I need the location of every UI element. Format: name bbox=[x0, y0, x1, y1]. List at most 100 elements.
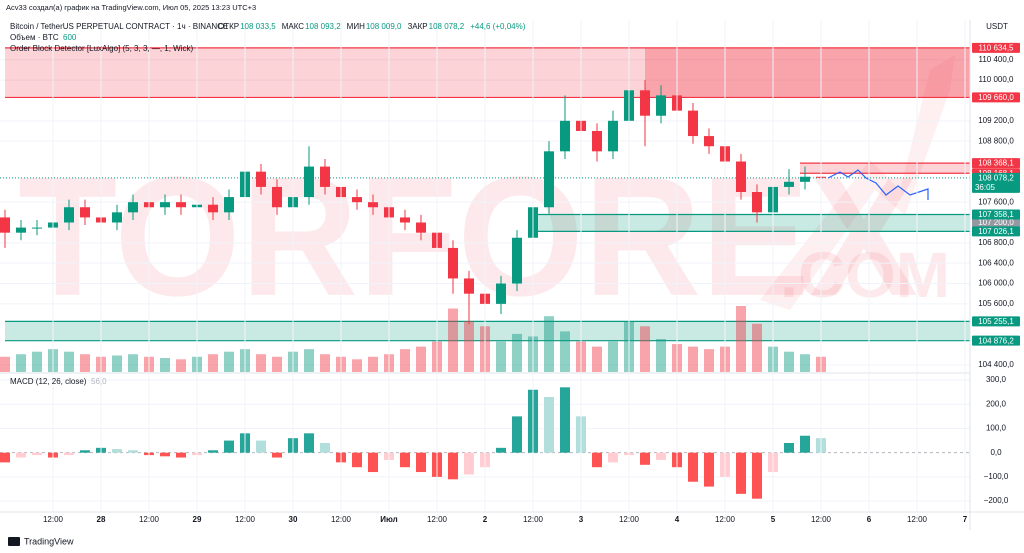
candle-body bbox=[400, 217, 410, 223]
candle-body bbox=[352, 197, 362, 203]
candle-body bbox=[656, 95, 666, 116]
macd-bar bbox=[640, 452, 650, 465]
candle-body bbox=[112, 212, 122, 223]
volume-bar bbox=[688, 346, 698, 372]
volume-bar bbox=[64, 351, 74, 372]
legend: Bitcoin / TetherUS PERPETUAL CONTRACT · … bbox=[10, 22, 526, 386]
macd-bar bbox=[80, 450, 90, 453]
candle-body bbox=[368, 202, 378, 208]
plot bbox=[0, 54, 826, 499]
indicator-label: Order Block Detector [LuxAlgo] (5, 3, 3,… bbox=[10, 44, 194, 53]
x-tick-label: 29 bbox=[193, 515, 202, 524]
macd-title: MACD (12, 26, close) bbox=[10, 377, 87, 386]
macd-tick-label: −100,0 bbox=[984, 472, 1009, 481]
candle-body bbox=[704, 136, 714, 147]
x-tick-label: 12:00 bbox=[235, 515, 256, 524]
volume-bar bbox=[512, 333, 522, 372]
volume-bar bbox=[704, 349, 714, 372]
macd-bar bbox=[352, 452, 362, 468]
macd-bar bbox=[608, 452, 618, 463]
candle-body bbox=[64, 207, 74, 223]
volume-bar bbox=[80, 354, 90, 372]
volume-bar bbox=[608, 341, 618, 372]
forecast-drawing bbox=[827, 169, 929, 200]
y-tick-label: 107 600,0 bbox=[978, 197, 1014, 206]
volume-bar bbox=[368, 356, 378, 372]
x-tick-label: 12:00 bbox=[907, 515, 928, 524]
y-tick-label: 106 400,0 bbox=[978, 258, 1014, 267]
price-tag-label: 107 200,0 bbox=[978, 218, 1014, 227]
y-tick-label: 110 400,0 bbox=[979, 55, 1015, 64]
x-tick-label: 12:00 bbox=[43, 515, 64, 524]
macd-bar bbox=[128, 450, 138, 453]
candle-body bbox=[688, 110, 698, 137]
order-block bbox=[645, 47, 970, 98]
volume-bar bbox=[592, 346, 602, 372]
volume-bar bbox=[224, 351, 234, 372]
candle-body bbox=[544, 151, 554, 208]
volume-bar bbox=[800, 354, 810, 372]
volume-bar bbox=[400, 349, 410, 372]
macd-bar bbox=[160, 452, 170, 457]
macd-tick-label: −200,0 bbox=[984, 496, 1009, 505]
volume-value: 600 bbox=[63, 33, 77, 42]
volume-bar bbox=[448, 308, 458, 372]
candle-body bbox=[736, 161, 746, 192]
change: +44,6 (+0,04%) bbox=[470, 22, 525, 31]
volume-bar bbox=[560, 331, 570, 372]
candle-body bbox=[80, 207, 90, 218]
candle-body bbox=[320, 166, 330, 187]
volume-label: Объем · BTC bbox=[10, 33, 59, 42]
macd-bar bbox=[800, 435, 810, 453]
credit: Acv33 создал(а) график на TradingView.co… bbox=[6, 3, 256, 12]
volume-bar bbox=[496, 341, 506, 372]
ohlc-value: 108 009,0 bbox=[366, 22, 402, 31]
volume-bar bbox=[544, 316, 554, 372]
candle-body bbox=[448, 247, 458, 279]
macd-tick-label: 0,0 bbox=[990, 448, 1002, 457]
volume-bar bbox=[176, 359, 186, 372]
volume-bar bbox=[736, 306, 746, 372]
candle-body bbox=[752, 192, 762, 213]
macd-bar bbox=[544, 397, 554, 453]
price-tag bbox=[972, 217, 1020, 228]
y-tick-label: 106 000,0 bbox=[978, 279, 1014, 288]
macd-value: 56,0 bbox=[91, 377, 107, 386]
ohlc-key: МИН bbox=[347, 22, 365, 31]
candle-body bbox=[128, 202, 138, 213]
volume-bar bbox=[160, 358, 170, 372]
candle-body bbox=[16, 227, 26, 233]
candle-body bbox=[592, 130, 602, 152]
price-tag-label: 104 876,2 bbox=[978, 336, 1014, 345]
macd-bar bbox=[32, 452, 42, 456]
x-tick-label: 30 bbox=[289, 515, 298, 524]
price-tag-label: 108 078,2 bbox=[978, 173, 1014, 182]
x-tick-label: 5 bbox=[771, 515, 776, 524]
ohlc-value: 108 078,2 bbox=[429, 22, 465, 31]
x-tick-label: 12:00 bbox=[427, 515, 448, 524]
ohlc-key: ОТКР bbox=[218, 22, 239, 31]
macd-bar bbox=[400, 452, 410, 468]
macd-bar bbox=[464, 452, 474, 475]
x-tick-label: 12:00 bbox=[619, 515, 640, 524]
macd-bar bbox=[592, 452, 602, 468]
price-tag-label: 109 660,0 bbox=[978, 93, 1014, 102]
watermark-sub: .COM bbox=[780, 239, 950, 311]
volume-bar bbox=[16, 354, 26, 372]
x-tick-label: Июл bbox=[380, 515, 397, 524]
y-tick-label: 109 200,0 bbox=[978, 116, 1014, 125]
macd-bar bbox=[320, 443, 330, 453]
order-block bbox=[530, 214, 970, 232]
macd-bar bbox=[496, 447, 506, 453]
candle-body bbox=[304, 166, 314, 198]
macd-bar bbox=[416, 452, 426, 473]
macd-bar bbox=[272, 452, 282, 458]
candle-body bbox=[512, 237, 522, 284]
price-tag bbox=[972, 209, 1020, 220]
x-tick-label: 28 bbox=[97, 515, 106, 524]
footer-brand: TradingView bbox=[24, 536, 74, 546]
volume-bar bbox=[304, 349, 314, 372]
macd-tick-label: 300,0 bbox=[986, 375, 1007, 384]
price-tag-label: 110 634,5 bbox=[979, 43, 1015, 52]
